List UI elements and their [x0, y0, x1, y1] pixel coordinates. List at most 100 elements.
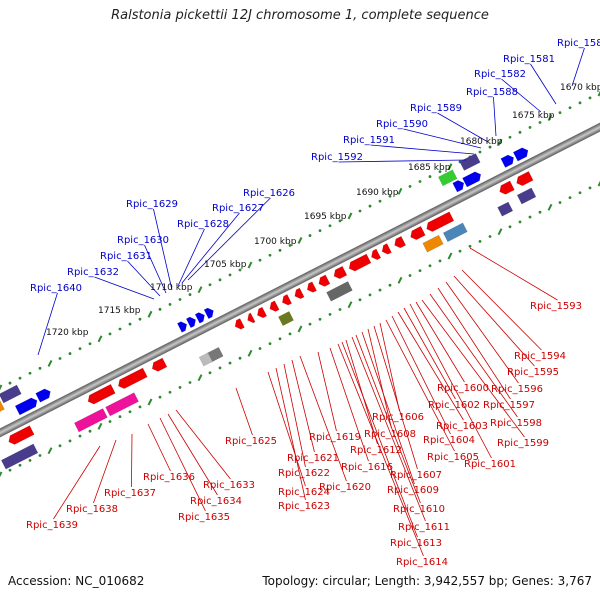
gene-label: Rpic_1609 — [387, 485, 439, 496]
gene-label: Rpic_1622 — [278, 468, 330, 479]
gene-label: Rpic_1621 — [287, 453, 339, 464]
gene-shape — [177, 321, 188, 333]
forward-gene-arrow — [35, 388, 51, 403]
gene-shape — [294, 287, 305, 300]
minor-tick — [418, 269, 422, 272]
feature-block — [422, 234, 444, 253]
callout-line — [403, 307, 456, 400]
minor-tick — [518, 220, 522, 224]
minor-tick — [588, 96, 592, 100]
major-tick — [497, 228, 503, 236]
minor-tick — [418, 180, 422, 183]
gene-label: Rpic_1589 — [410, 103, 462, 114]
gene-shape — [437, 169, 458, 187]
minor-tick — [408, 185, 412, 188]
kbp-label: 1670 kbp — [560, 83, 600, 93]
gene-shape — [442, 222, 468, 243]
gene-label: Rpic_1612 — [350, 445, 402, 456]
minor-tick — [408, 274, 412, 277]
minor-tick — [178, 298, 182, 301]
callout-line — [453, 275, 535, 367]
gene-shape — [0, 400, 5, 413]
major-tick — [597, 180, 600, 187]
minor-tick — [508, 135, 512, 139]
gene-label: Rpic_1580 — [557, 38, 600, 49]
gene-label: Rpic_1616 — [341, 462, 393, 473]
gene-shape — [278, 311, 294, 327]
gene-label: Rpic_1595 — [507, 367, 559, 378]
minor-tick — [68, 352, 72, 355]
callout-lines — [37, 47, 585, 557]
minor-tick — [438, 259, 442, 263]
minor-tick — [328, 313, 332, 316]
gene-label: Rpic_1613 — [390, 538, 442, 549]
reverse-gene-arrow — [306, 281, 317, 293]
callout-line — [93, 439, 117, 504]
callout-line — [187, 197, 271, 281]
callout-line — [370, 144, 475, 155]
major-tick — [547, 203, 553, 211]
forward-gene-arrow — [185, 316, 196, 329]
forward-gene-arrow — [462, 171, 482, 188]
gene-label: Rpic_1626 — [243, 188, 295, 199]
minor-tick — [388, 283, 392, 287]
minor-tick — [78, 434, 82, 438]
callout-line — [361, 331, 415, 485]
minor-tick — [518, 130, 522, 134]
minor-tick — [158, 307, 162, 311]
gene-shape — [105, 392, 139, 417]
callout-line — [299, 355, 347, 482]
reverse-gene-arrow — [410, 225, 426, 241]
reverse-gene-arrow — [381, 243, 392, 255]
feature-block — [442, 222, 468, 243]
minor-tick — [528, 126, 532, 129]
reverse-gene-arrow — [371, 248, 382, 261]
gene-shape — [326, 281, 353, 302]
minor-tick — [558, 201, 562, 204]
minor-tick — [8, 381, 12, 385]
kbp-label: 1700 kbp — [254, 237, 297, 247]
minor-tick — [368, 204, 372, 208]
minor-tick — [538, 121, 542, 124]
gene-label: Rpic_1623 — [278, 501, 330, 512]
minor-tick — [128, 322, 132, 326]
gene-shape — [516, 187, 537, 205]
minor-tick — [578, 101, 582, 105]
minor-tick — [568, 106, 572, 110]
feature-block — [516, 187, 537, 205]
gene-shape — [14, 397, 38, 416]
minor-tick — [78, 347, 82, 351]
major-tick — [147, 310, 153, 318]
gene-label: Rpic_1588 — [466, 87, 518, 98]
feature-block — [437, 169, 458, 187]
gene-shape — [281, 294, 293, 306]
gene-label: Rpic_1610 — [393, 504, 445, 515]
gene-label: Rpic_1590 — [376, 119, 428, 130]
gene-label: Rpic_1636 — [143, 472, 195, 483]
callout-line — [379, 322, 400, 412]
minor-tick — [358, 209, 362, 213]
gene-label: Rpic_1601 — [464, 459, 516, 470]
gene-shape — [269, 300, 280, 312]
major-tick — [597, 90, 600, 97]
gene-shape — [198, 352, 213, 367]
callout-line — [429, 293, 518, 418]
callout-line — [338, 159, 467, 163]
minor-tick — [278, 337, 282, 341]
gene-shape — [497, 201, 514, 217]
minor-tick — [158, 395, 162, 399]
gene-shape — [459, 153, 481, 171]
gene-label: Rpic_1639 — [26, 520, 78, 531]
gene-label: Rpic_1635 — [178, 512, 230, 523]
minor-tick — [108, 420, 112, 423]
gene-shape — [512, 147, 529, 162]
major-tick — [0, 384, 3, 391]
feature-block — [105, 392, 139, 417]
minor-tick — [338, 308, 342, 311]
minor-tick — [288, 244, 292, 247]
gene-label: Rpic_1597 — [483, 400, 535, 411]
gene-shape — [516, 171, 534, 187]
minor-tick — [68, 439, 72, 443]
feature-block — [0, 384, 22, 404]
reverse-gene-arrow — [8, 425, 35, 445]
